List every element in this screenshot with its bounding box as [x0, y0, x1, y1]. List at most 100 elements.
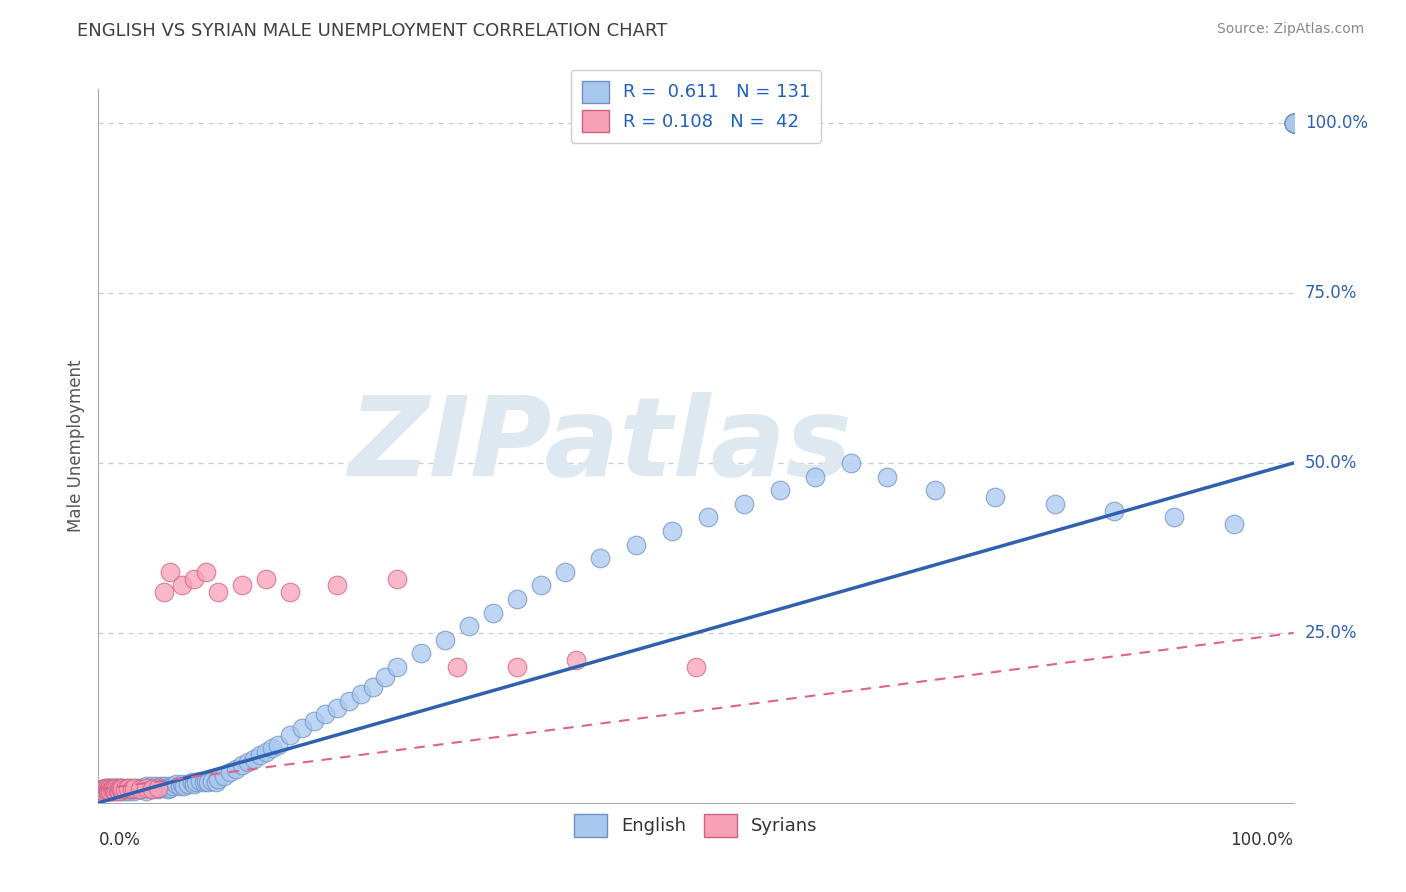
Legend: English, Syrians: English, Syrians — [567, 807, 825, 844]
Point — [186, 775, 208, 789]
Point — [204, 775, 226, 789]
Point — [197, 775, 219, 789]
Point — [124, 782, 146, 797]
Point — [1282, 116, 1305, 130]
Point — [207, 772, 229, 786]
Point — [207, 585, 229, 599]
Point — [107, 782, 129, 797]
Point — [804, 469, 827, 483]
Point — [1282, 116, 1305, 130]
Point — [101, 780, 124, 795]
Point — [1163, 510, 1185, 524]
Point — [589, 551, 612, 566]
Point — [159, 780, 181, 795]
Point — [120, 782, 142, 797]
Text: 0.0%: 0.0% — [98, 830, 141, 848]
Point — [101, 782, 124, 797]
Point — [97, 783, 120, 797]
Point — [93, 783, 115, 797]
Point — [100, 782, 122, 797]
Point — [212, 769, 235, 783]
Point — [236, 755, 259, 769]
Text: 100.0%: 100.0% — [1305, 114, 1368, 132]
Point — [145, 779, 167, 793]
Point — [768, 483, 790, 498]
Point — [697, 510, 720, 524]
Point — [103, 782, 125, 797]
Point — [385, 660, 409, 674]
Point — [100, 782, 122, 797]
Point — [1282, 116, 1305, 130]
Point — [260, 741, 283, 756]
Point — [159, 779, 181, 793]
Point — [225, 762, 247, 776]
Point — [91, 782, 114, 797]
Point — [458, 619, 481, 633]
Point — [142, 780, 165, 795]
Point — [91, 783, 114, 797]
Point — [103, 780, 125, 795]
Point — [924, 483, 946, 498]
Point — [115, 780, 138, 795]
Point — [98, 783, 122, 797]
Point — [219, 765, 242, 780]
Point — [148, 782, 170, 797]
Point — [267, 738, 290, 752]
Point — [107, 783, 129, 797]
Point — [162, 779, 184, 793]
Text: ENGLISH VS SYRIAN MALE UNEMPLOYMENT CORRELATION CHART: ENGLISH VS SYRIAN MALE UNEMPLOYMENT CORR… — [77, 22, 668, 40]
Point — [105, 780, 128, 795]
Point — [1282, 116, 1305, 130]
Point — [363, 680, 385, 694]
Point — [1282, 116, 1305, 130]
Point — [385, 572, 409, 586]
Point — [1282, 116, 1305, 130]
Point — [1282, 116, 1305, 130]
Point — [291, 721, 314, 735]
Text: 75.0%: 75.0% — [1305, 284, 1357, 302]
Point — [231, 578, 253, 592]
Point — [104, 783, 127, 797]
Point — [91, 782, 114, 797]
Point — [1104, 503, 1126, 517]
Point — [231, 758, 253, 772]
Point — [98, 780, 122, 795]
Point — [1282, 116, 1305, 130]
Point — [135, 779, 157, 793]
Point — [278, 585, 301, 599]
Point — [173, 779, 195, 793]
Y-axis label: Male Unemployment: Male Unemployment — [66, 359, 84, 533]
Point — [139, 779, 162, 793]
Point — [98, 780, 122, 795]
Point — [159, 565, 181, 579]
Point — [1282, 116, 1305, 130]
Point — [110, 783, 132, 797]
Point — [243, 751, 266, 765]
Point — [156, 782, 179, 797]
Point — [93, 782, 115, 797]
Point — [733, 497, 755, 511]
Point — [1282, 116, 1305, 130]
Point — [685, 660, 707, 674]
Point — [98, 780, 121, 795]
Point — [165, 777, 187, 791]
Point — [506, 591, 529, 606]
Point — [1282, 116, 1305, 130]
Point — [661, 524, 683, 538]
Point — [1282, 116, 1305, 130]
Point — [148, 780, 170, 795]
Point — [1282, 116, 1305, 130]
Point — [1282, 116, 1305, 130]
Point — [148, 780, 170, 795]
Point — [1282, 116, 1305, 130]
Point — [155, 779, 177, 793]
Point — [411, 646, 433, 660]
Point — [107, 780, 129, 795]
Point — [183, 777, 205, 791]
Point — [1282, 116, 1305, 130]
Point — [326, 700, 349, 714]
Point — [506, 660, 529, 674]
Point — [96, 782, 118, 797]
Point — [117, 782, 139, 797]
Point — [100, 783, 122, 797]
